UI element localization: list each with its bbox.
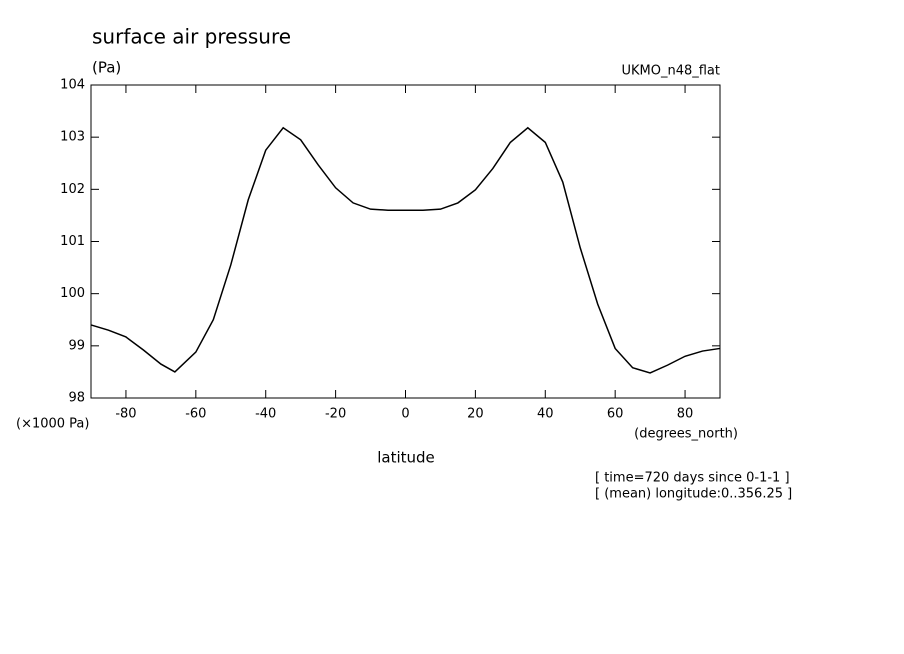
- x-tick-label: -40: [255, 407, 276, 422]
- y-tick-label: 100: [60, 286, 85, 301]
- plot-frame: [90, 84, 721, 399]
- y-tick-label: 98: [68, 391, 85, 406]
- x-tick-label: 0: [401, 407, 409, 422]
- dataset-label: UKMO_n48_flat: [621, 64, 720, 79]
- y-tick-label: 104: [60, 78, 85, 93]
- y-tick-label: 103: [60, 130, 85, 145]
- note: [ (mean) longitude:0..356.25 ]: [595, 487, 792, 502]
- x-units: (degrees_north): [634, 427, 738, 442]
- x-tick-label: 60: [607, 407, 624, 422]
- x-tick-label: -60: [185, 407, 206, 422]
- y-units: (Pa): [92, 59, 121, 77]
- y-tick-label: 102: [60, 182, 85, 197]
- note: [ time=720 days since 0-1-1 ]: [595, 471, 790, 486]
- x-tick-label: 40: [537, 407, 554, 422]
- x-tick-label: -80: [115, 407, 136, 422]
- y-scale-label: (×1000 Pa): [16, 417, 89, 432]
- x-tick-label: 80: [677, 407, 694, 422]
- x-axis-title: latitude: [377, 449, 435, 467]
- chart-title: surface air pressure: [92, 25, 291, 49]
- y-tick-label: 99: [68, 338, 85, 353]
- data-line: [90, 126, 721, 374]
- y-tick-label: 101: [60, 234, 85, 249]
- x-tick-label: 20: [467, 407, 484, 422]
- x-tick-label: -20: [325, 407, 346, 422]
